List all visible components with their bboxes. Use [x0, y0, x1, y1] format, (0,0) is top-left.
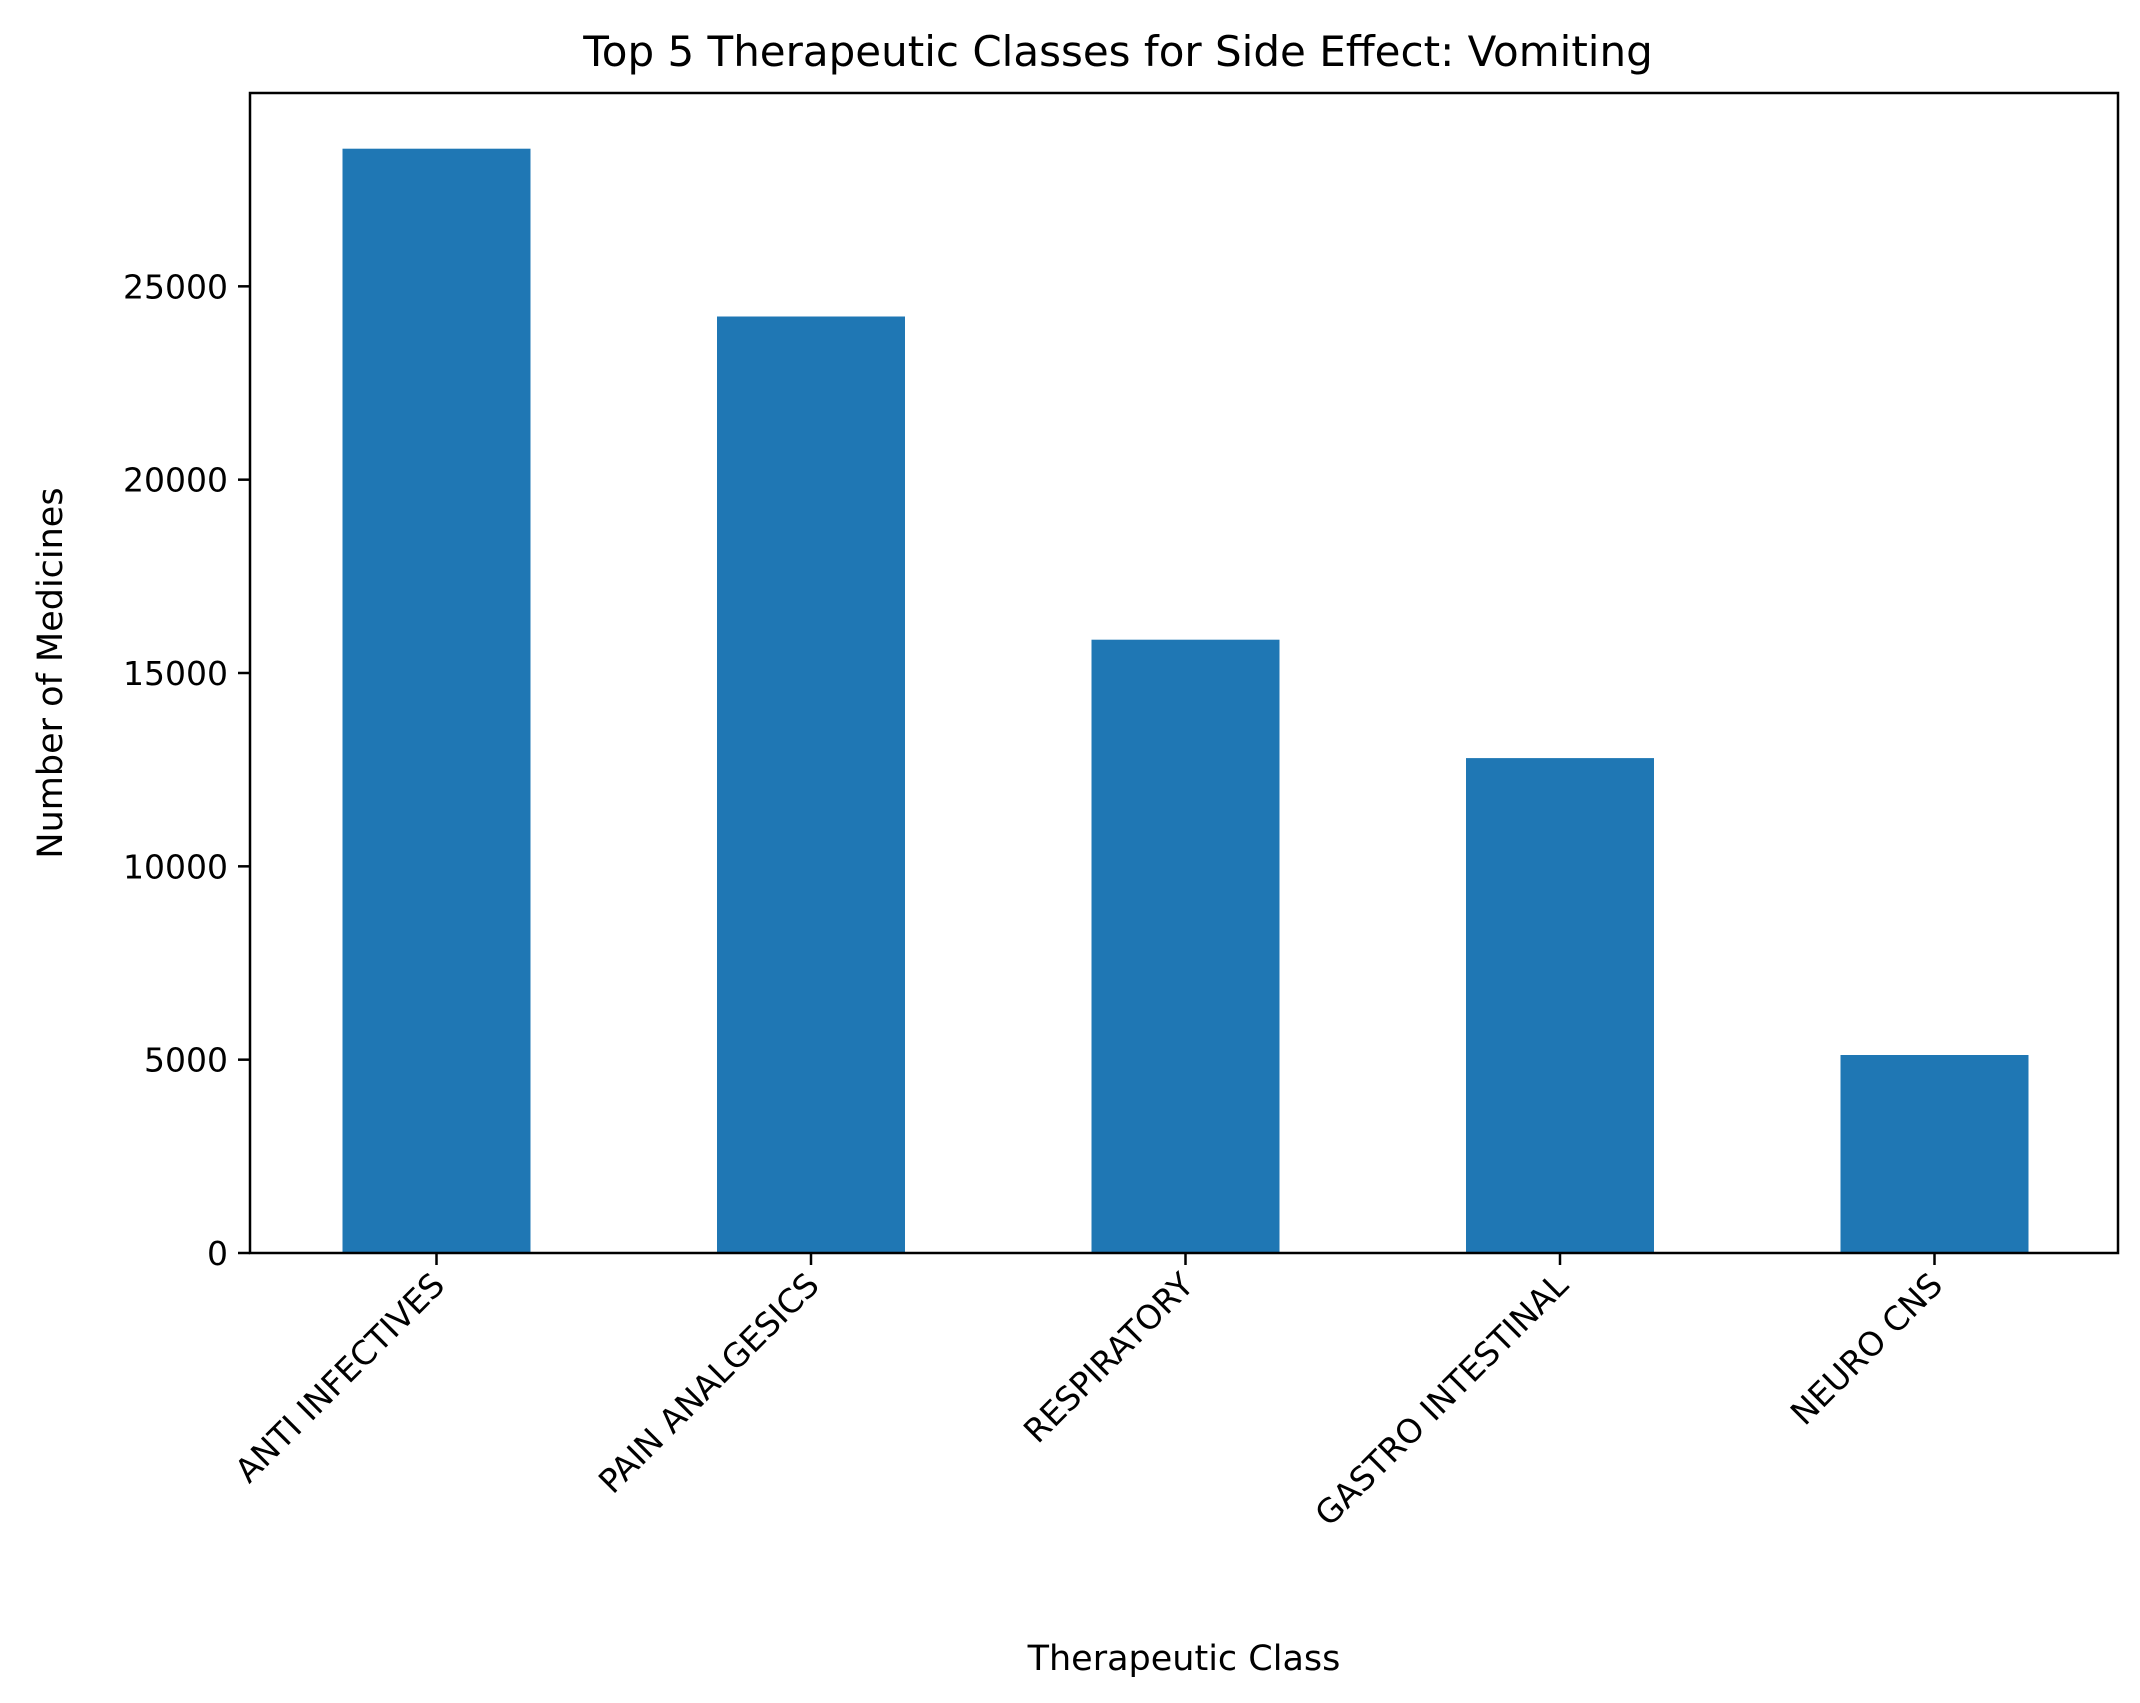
y-tick-label-4: 20000	[123, 461, 228, 500]
y-axis-label: Number of Medicines	[31, 487, 71, 858]
bar-1	[717, 316, 905, 1253]
bars-layer	[342, 148, 2029, 1254]
bar-0	[342, 148, 531, 1254]
chart-title: Top 5 Therapeutic Classes for Side Effec…	[582, 27, 1653, 76]
y-tick-label-5: 25000	[123, 267, 228, 306]
plot-frame	[248, 91, 2120, 1255]
y-tick-label-2: 10000	[123, 847, 228, 886]
bar-2	[1091, 639, 1280, 1253]
y-tick-label-3: 15000	[123, 654, 228, 693]
bar-4	[1840, 1055, 2029, 1253]
y-tick-label-0: 0	[207, 1234, 228, 1273]
x-axis-label: Therapeutic Class	[1027, 1639, 1341, 1679]
bar-3	[1466, 758, 1654, 1253]
y-tick-label-1: 5000	[144, 1041, 228, 1080]
